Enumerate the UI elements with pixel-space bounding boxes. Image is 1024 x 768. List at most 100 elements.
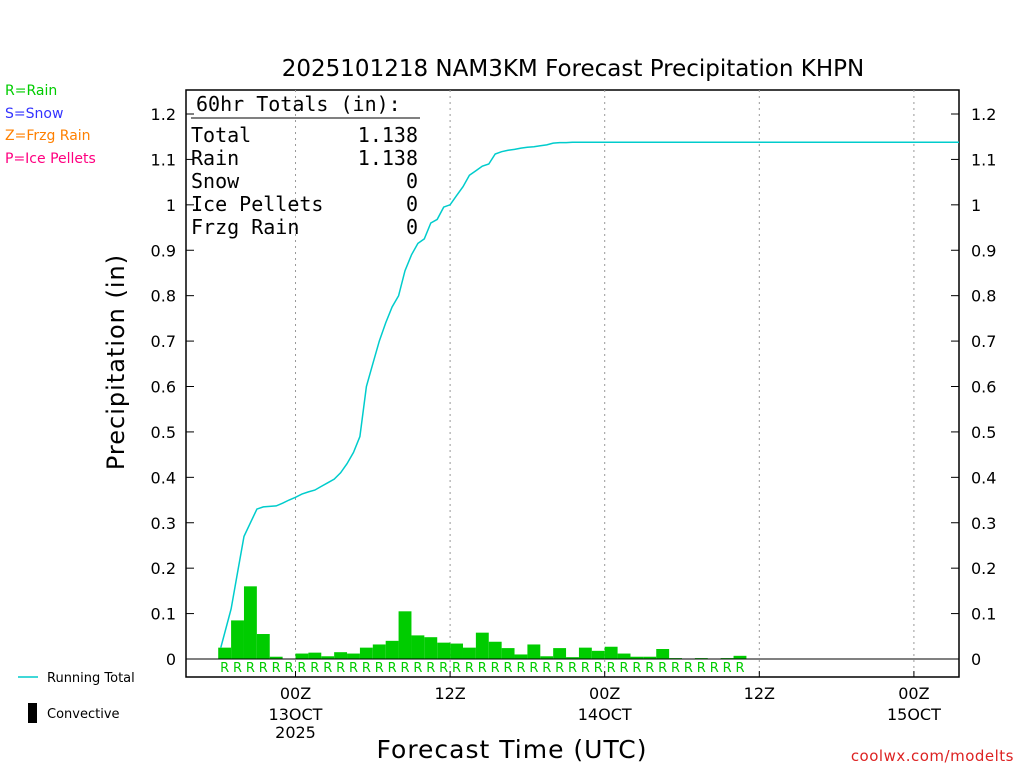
precip-type-letter: R <box>723 661 732 676</box>
precip-bar <box>398 611 412 659</box>
legend-running-total-label: Running Total <box>47 671 135 686</box>
totals-label-snow: Snow <box>191 169 240 193</box>
precip-type-letter: R <box>710 661 719 676</box>
precip-bar <box>218 647 232 659</box>
y-tick-label-right: 0 <box>971 650 981 669</box>
y-tick-label-right: 0.7 <box>971 332 996 351</box>
precip-type-letter: R <box>272 661 281 676</box>
plot-frame <box>185 89 960 678</box>
precip-bar <box>334 652 348 659</box>
precip-bar <box>437 642 451 659</box>
totals-value-total: 1.138 <box>358 123 418 147</box>
precip-bar <box>462 647 476 659</box>
precip-type-letter: R <box>220 661 229 676</box>
precip-bar <box>243 586 257 659</box>
y-tick-label-right: 0.3 <box>971 514 996 533</box>
legend-convective-label: Convective <box>47 707 120 722</box>
precip-type-letter: R <box>233 661 242 676</box>
legend-rain: R=Rain <box>5 83 57 99</box>
precip-bar <box>256 634 270 659</box>
x-tick-label-time: 00Z <box>898 684 929 703</box>
precip-type-letter: R <box>581 661 590 676</box>
legend-frzg-rain: Z=Frzg Rain <box>5 128 91 144</box>
precip-type-letter: R <box>568 661 577 676</box>
precip-type-letter: R <box>349 661 358 676</box>
precip-type-letter: R <box>336 661 345 676</box>
precip-bar <box>604 646 618 659</box>
precip-bar <box>617 653 631 659</box>
y-axis-title: Precipitation (in) <box>102 254 130 470</box>
x-tick-label-date: 15OCT <box>887 705 941 724</box>
precip-type-letter: R <box>375 661 384 676</box>
precip-type-letter: R <box>645 661 654 676</box>
precip-bar <box>630 656 644 659</box>
totals-value-ice-pellets: 0 <box>406 192 418 216</box>
running-total-line <box>220 141 959 648</box>
precip-bar <box>578 647 592 659</box>
precip-type-letter: R <box>555 661 564 676</box>
precip-type-letter: R <box>452 661 461 676</box>
precip-type-letter: R <box>259 661 268 676</box>
precip-type-letter: R <box>297 661 306 676</box>
totals-label-rain: Rain <box>191 146 239 170</box>
y-tick-label-right: 1.1 <box>971 150 996 169</box>
precip-type-letter: R <box>400 661 409 676</box>
precip-bar <box>514 654 528 659</box>
precip-type-letter: R <box>426 661 435 676</box>
precip-type-letter: R <box>310 661 319 676</box>
precip-bar <box>540 656 554 659</box>
legend-convective-swatch <box>28 703 37 723</box>
precip-type-letter: R <box>516 661 525 676</box>
precip-type-letter: R <box>620 661 629 676</box>
totals-label-ice-pellets: Ice Pellets <box>191 192 323 216</box>
precip-type-letter: R <box>362 661 371 676</box>
x-tick-label-date: 13OCT <box>269 705 323 724</box>
y-tick-label-left: 0.8 <box>151 287 176 306</box>
y-tick-label-left: 0.2 <box>151 559 176 578</box>
x-axis-title: Forecast Time (UTC) <box>377 735 648 764</box>
precip-type-letter: R <box>439 661 448 676</box>
y-tick-label-right: 0.2 <box>971 559 996 578</box>
precip-type-letter: R <box>504 661 513 676</box>
precip-bar <box>347 653 360 659</box>
precip-bar <box>372 644 386 659</box>
y-tick-label-right: 0.4 <box>971 468 996 487</box>
chart-title: 2025101218 NAM3KM Forecast Precipitation… <box>282 56 864 82</box>
x-tick-label-date: 14OCT <box>578 705 632 724</box>
x-tick-label-time: 00Z <box>280 684 311 703</box>
y-tick-label-left: 0.9 <box>151 241 176 260</box>
precip-bar <box>411 635 425 659</box>
totals-value-snow: 0 <box>406 169 418 193</box>
y-tick-label-left: 0.5 <box>151 423 176 442</box>
precip-bar <box>656 649 670 659</box>
precip-bar <box>475 632 489 659</box>
precip-bar <box>488 641 502 659</box>
totals-value-frzg-rain: 0 <box>406 215 418 239</box>
precip-type-letter: R <box>465 661 474 676</box>
y-tick-label-right: 1.2 <box>971 105 996 124</box>
precip-type-letter: R <box>542 661 551 676</box>
precip-type-letter: R <box>684 661 693 676</box>
precip-type-letter: R <box>285 661 294 676</box>
precip-type-letter: R <box>246 661 255 676</box>
precip-bar <box>527 644 541 659</box>
y-tick-label-left: 0.6 <box>151 378 176 397</box>
x-tick-label-time: 12Z <box>744 684 775 703</box>
precip-type-letter: R <box>413 661 422 676</box>
legend-ice-pellets: P=Ice Pellets <box>5 151 96 167</box>
precip-bar <box>359 647 373 659</box>
precip-type-letter: R <box>632 661 641 676</box>
y-tick-label-left: 0.4 <box>151 468 176 487</box>
y-tick-label-left: 0.3 <box>151 514 176 533</box>
precip-bar <box>591 650 605 659</box>
totals-header: 60hr Totals (in): <box>196 92 401 116</box>
precip-type-letter: R <box>697 661 706 676</box>
precip-bar <box>450 643 463 659</box>
y-tick-label-left: 1 <box>166 196 176 215</box>
legend-snow: S=Snow <box>5 106 63 122</box>
x-tick-label-time: 12Z <box>434 684 465 703</box>
x-tick-label-year: 2025 <box>275 723 316 742</box>
precip-bar <box>424 637 438 659</box>
precip-type-letter: R <box>671 661 680 676</box>
totals-box: 60hr Totals (in): Total 1.138 Rain 1.138… <box>191 92 420 239</box>
